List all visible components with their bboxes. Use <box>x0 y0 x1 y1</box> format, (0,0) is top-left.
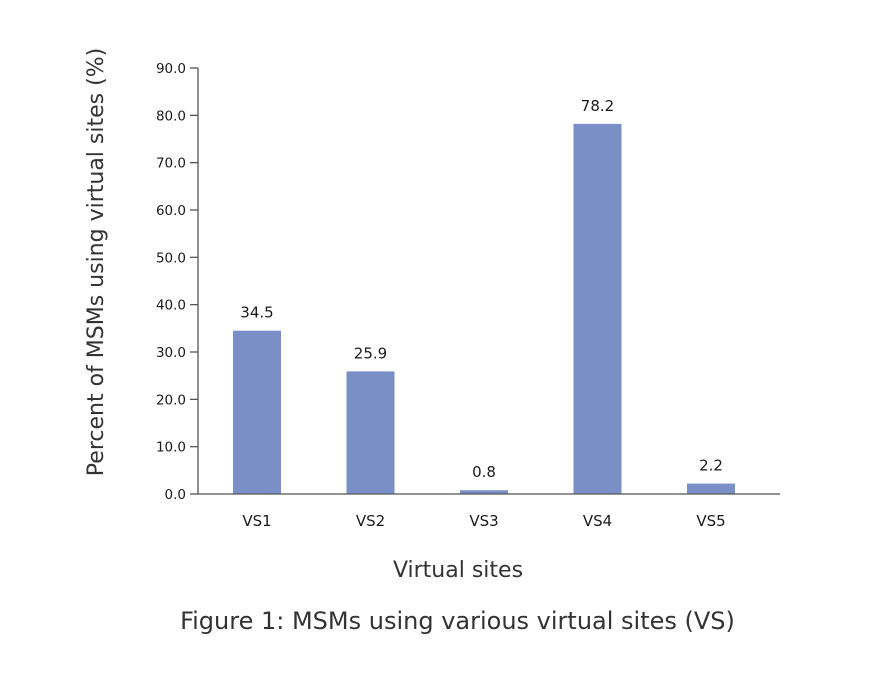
y-tick-label: 60.0 <box>156 203 186 219</box>
x-tick-label-vs2: VS2 <box>356 512 385 530</box>
x-tick-label-vs4: VS4 <box>583 512 612 530</box>
data-label-vs1: 34.5 <box>240 304 273 322</box>
data-label-vs2: 25.9 <box>354 344 387 362</box>
data-label-vs3: 0.8 <box>472 463 496 481</box>
x-tick-label-vs3: VS3 <box>469 512 498 530</box>
y-axis-title: Percent of MSMs using virtual sites (%) <box>84 48 109 476</box>
bar-vs5 <box>687 483 735 494</box>
y-axis-ticks: 0.0 10.0 20.0 30.0 40.0 50.0 60.0 70.0 80.0 90.0 <box>156 61 198 503</box>
y-tick-label: 20.0 <box>156 392 186 408</box>
bar-vs1 <box>233 330 281 494</box>
y-tick-label: 40.0 <box>156 298 186 314</box>
y-tick-label: 50.0 <box>156 250 186 266</box>
y-tick-label: 70.0 <box>156 156 186 172</box>
x-axis-title: Virtual sites <box>393 558 523 583</box>
data-label-vs4: 78.2 <box>581 97 614 115</box>
y-tick-label: 10.0 <box>156 440 186 456</box>
y-tick-label: 80.0 <box>156 108 186 124</box>
bar-vs4 <box>573 123 622 494</box>
figure-caption: Figure 1: MSMs using various virtual sit… <box>180 607 735 635</box>
y-tick-label: 90.0 <box>156 61 186 77</box>
x-axis-labels: VS1 VS2 VS3 VS4 VS5 <box>242 512 725 530</box>
x-tick-label-vs5: VS5 <box>696 512 725 530</box>
data-label-vs5: 2.2 <box>699 457 723 475</box>
x-tick-label-vs1: VS1 <box>242 512 271 530</box>
bar-vs2 <box>346 371 395 494</box>
y-tick-label: 30.0 <box>156 345 186 361</box>
bar-chart: 0.010.020.030.040.050.060.070.080.090.0 … <box>84 48 780 583</box>
y-tick-label: 0.0 <box>165 487 186 503</box>
bar-vs3 <box>460 490 508 494</box>
bars: 34.5 25.9 0.8 78.2 2.2 <box>233 97 735 494</box>
